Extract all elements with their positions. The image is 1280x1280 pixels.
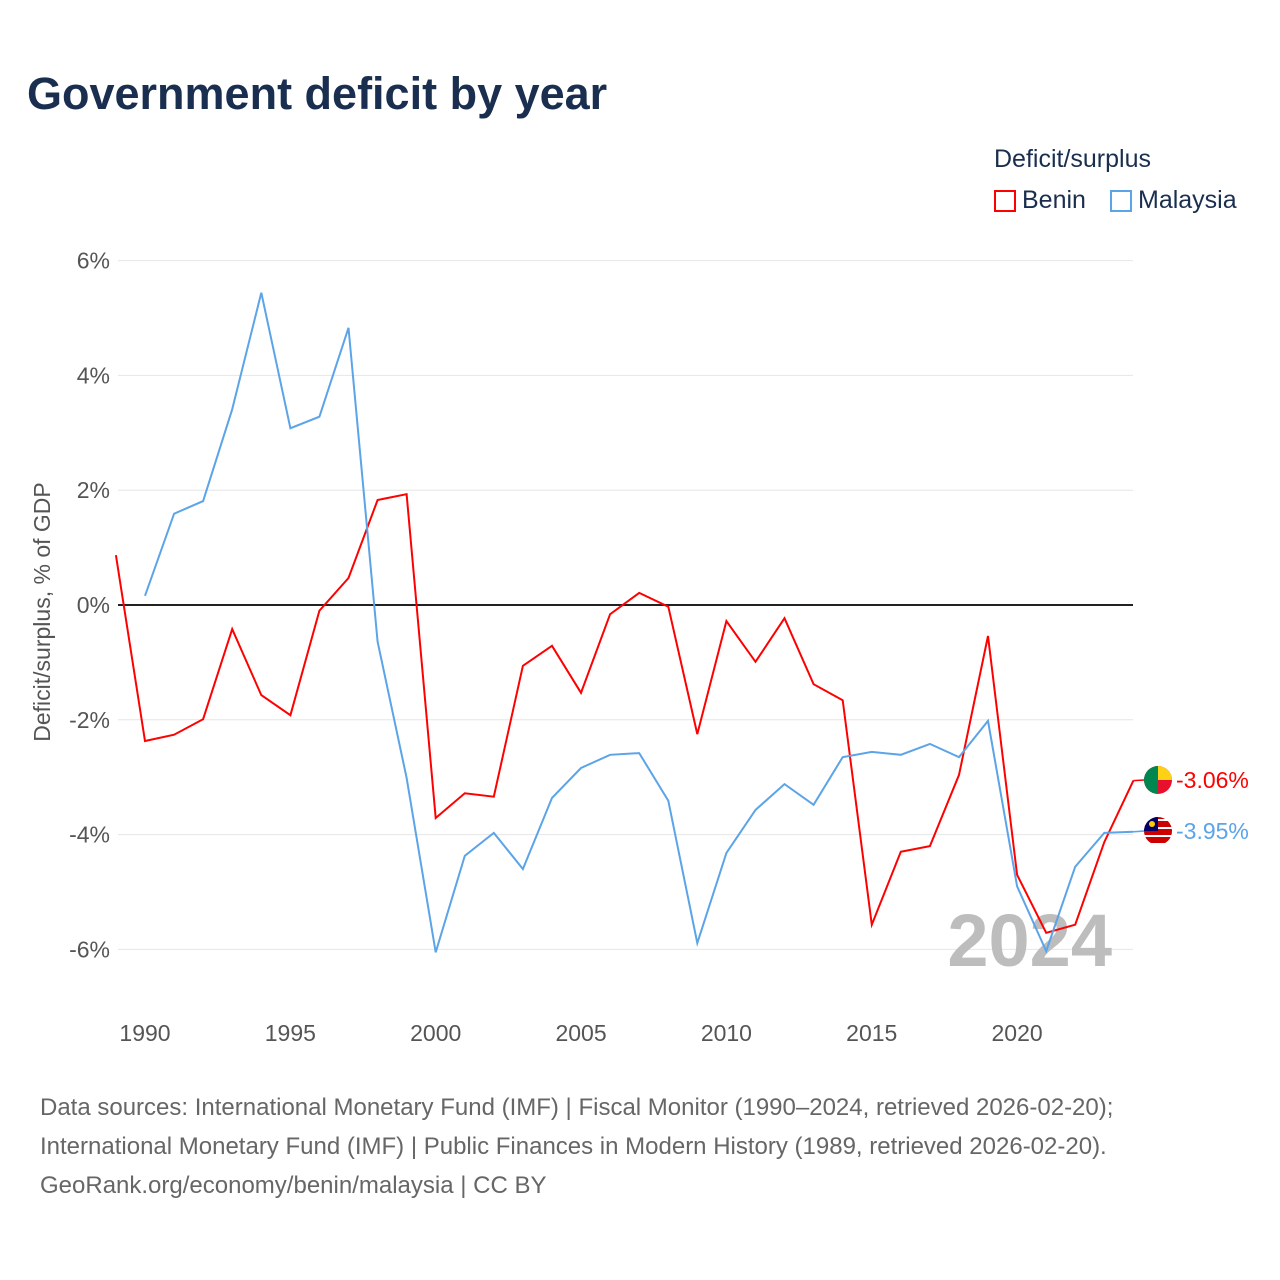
- y-axis-label: Deficit/surplus, % of GDP: [29, 482, 55, 741]
- chart-title: Government deficit by year: [27, 68, 608, 119]
- x-tick-label: 2020: [992, 1020, 1043, 1046]
- legend-item-benin[interactable]: Benin: [994, 186, 1086, 215]
- end-label-connector: [1133, 779, 1146, 782]
- legend-swatch: [994, 189, 1016, 212]
- x-tick-label: 1995: [265, 1020, 316, 1046]
- flag-part: [1144, 766, 1158, 794]
- x-tick-label: 2005: [555, 1020, 606, 1046]
- x-tick-label: 2015: [846, 1020, 897, 1046]
- flag-part: [1144, 835, 1172, 837]
- flag-part: [1158, 766, 1172, 780]
- y-tick-label: 0%: [77, 592, 110, 618]
- x-tick-label: 2000: [410, 1020, 461, 1046]
- end-value-label: -3.95%: [1176, 818, 1249, 844]
- source-line-3[interactable]: GeoRank.org/economy/benin/malaysia | CC …: [40, 1172, 547, 1199]
- legend-item-malaysia[interactable]: Malaysia: [1110, 186, 1237, 215]
- y-tick-label: 2%: [77, 477, 110, 503]
- source-line-2: International Monetary Fund (IMF) | Publ…: [40, 1133, 1107, 1160]
- flag-part: [1149, 821, 1155, 827]
- line-chart: 6% 4% 2% 0% -2% -4% -6% 1990 1995 2000 2005 2010 201…: [29, 248, 1249, 1046]
- legend-title: Deficit/surplus: [994, 145, 1151, 173]
- x-tick-label: 2010: [701, 1020, 752, 1046]
- legend-label: Benin: [1022, 186, 1086, 214]
- end-value-label: -3.06%: [1176, 767, 1249, 793]
- y-tick-label: -4%: [69, 822, 110, 848]
- footer: Data sources: International Monetary Fun…: [40, 1088, 1113, 1205]
- source-line-1: Data sources: International Monetary Fun…: [40, 1094, 1114, 1121]
- flag-part: [1144, 843, 1172, 845]
- y-tick-label: 6%: [77, 248, 110, 274]
- series-line-benin: [114, 493, 1135, 934]
- end-label-connector: [1133, 830, 1146, 833]
- year-watermark: 2024: [947, 899, 1112, 982]
- series-line-malaysia: [144, 292, 1134, 954]
- legend-label: Malaysia: [1138, 186, 1237, 214]
- y-tick-label: -2%: [69, 707, 110, 733]
- x-tick-label: 1990: [119, 1020, 170, 1046]
- y-tick-label: -6%: [69, 936, 110, 962]
- legend-swatch: [1110, 189, 1132, 212]
- y-tick-label: 4%: [77, 362, 110, 388]
